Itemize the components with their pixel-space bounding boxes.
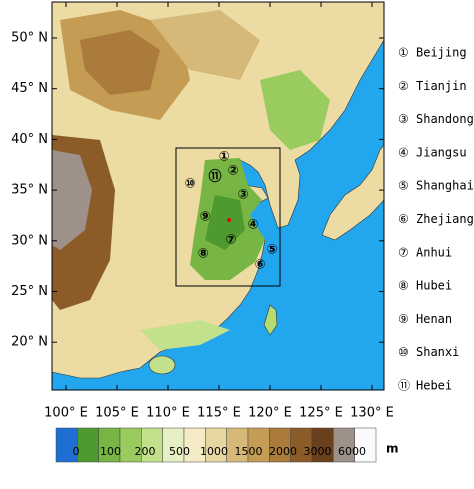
lon-label: 105° E bbox=[95, 406, 139, 421]
colorbar-label: 1500 bbox=[235, 445, 263, 458]
legend-symbol: ① bbox=[398, 46, 409, 60]
legend-symbol: ⑩ bbox=[398, 345, 409, 359]
lat-label: 20° N bbox=[11, 335, 48, 350]
colorbar-unit: m bbox=[386, 442, 399, 456]
lon-label: 130° E bbox=[350, 406, 394, 421]
legend-symbol: ⑨ bbox=[398, 312, 409, 326]
province-marker: ⑥ bbox=[254, 258, 265, 273]
legend-name: Henan bbox=[416, 312, 452, 326]
lat-label: 50° N bbox=[11, 31, 48, 46]
province-marker: ⑦ bbox=[225, 233, 236, 248]
legend-name: Hebei bbox=[416, 379, 452, 393]
terrain bbox=[52, 10, 330, 350]
lon-label: 100° E bbox=[44, 406, 88, 421]
legend-symbol: ④ bbox=[398, 145, 409, 159]
legend-name: Anhui bbox=[416, 245, 452, 259]
legend-name: Shandong bbox=[416, 112, 474, 126]
province-marker: ③ bbox=[237, 188, 248, 203]
legend-name: Shanghai bbox=[416, 179, 474, 193]
colorbar-label: 2000 bbox=[269, 445, 297, 458]
legend-name: Jiangsu bbox=[416, 145, 467, 159]
province-marker: ④ bbox=[247, 218, 258, 233]
legend-name: Beijing bbox=[416, 46, 467, 60]
lat-label: 30° N bbox=[11, 233, 48, 248]
study-domain-box bbox=[175, 147, 281, 287]
lat-label: 45° N bbox=[11, 81, 48, 96]
lon-label: 110° E bbox=[146, 406, 190, 421]
legend-symbol: ⑪ bbox=[398, 379, 410, 393]
legend-name: Tianjin bbox=[416, 79, 467, 93]
colorbar-label: 6000 bbox=[338, 445, 366, 458]
legend-name: Shanxi bbox=[416, 345, 459, 359]
colorbar-label: 100 bbox=[100, 445, 121, 458]
legend-symbol: ⑥ bbox=[398, 212, 409, 226]
province-marker: ② bbox=[227, 164, 238, 179]
province-marker: ⑪ bbox=[208, 169, 221, 185]
colorbar-label: 0 bbox=[73, 445, 80, 458]
map-frame bbox=[51, 1, 385, 391]
province-marker: ① bbox=[218, 150, 229, 165]
lon-label: 125° E bbox=[299, 406, 343, 421]
lat-label: 40° N bbox=[11, 132, 48, 147]
lat-label: 25° N bbox=[11, 284, 48, 299]
legend-symbol: ⑦ bbox=[398, 245, 409, 259]
province-marker: ⑩ bbox=[184, 177, 195, 192]
colorbar-box bbox=[354, 427, 377, 463]
lon-label: 115° E bbox=[197, 406, 241, 421]
legend-symbol: ③ bbox=[398, 112, 409, 126]
legend-symbol: ② bbox=[398, 79, 409, 93]
colorbar-label: 3000 bbox=[304, 445, 332, 458]
province-marker: ⑧ bbox=[197, 247, 208, 262]
legend-name: Hubei bbox=[416, 279, 452, 293]
lat-label: 35° N bbox=[11, 183, 48, 198]
colorbar-label: 500 bbox=[169, 445, 190, 458]
legend-symbol: ⑤ bbox=[398, 179, 409, 193]
colorbar-label: 200 bbox=[135, 445, 156, 458]
province-marker: ⑨ bbox=[199, 210, 210, 225]
colorbar-label: 1000 bbox=[200, 445, 228, 458]
colorbar-box bbox=[77, 427, 99, 463]
province-marker: ⑤ bbox=[266, 243, 277, 258]
legend-name: Zhejiang bbox=[416, 212, 474, 226]
legend-symbol: ⑧ bbox=[398, 279, 409, 293]
site-marker bbox=[227, 218, 231, 222]
lon-label: 120° E bbox=[248, 406, 292, 421]
